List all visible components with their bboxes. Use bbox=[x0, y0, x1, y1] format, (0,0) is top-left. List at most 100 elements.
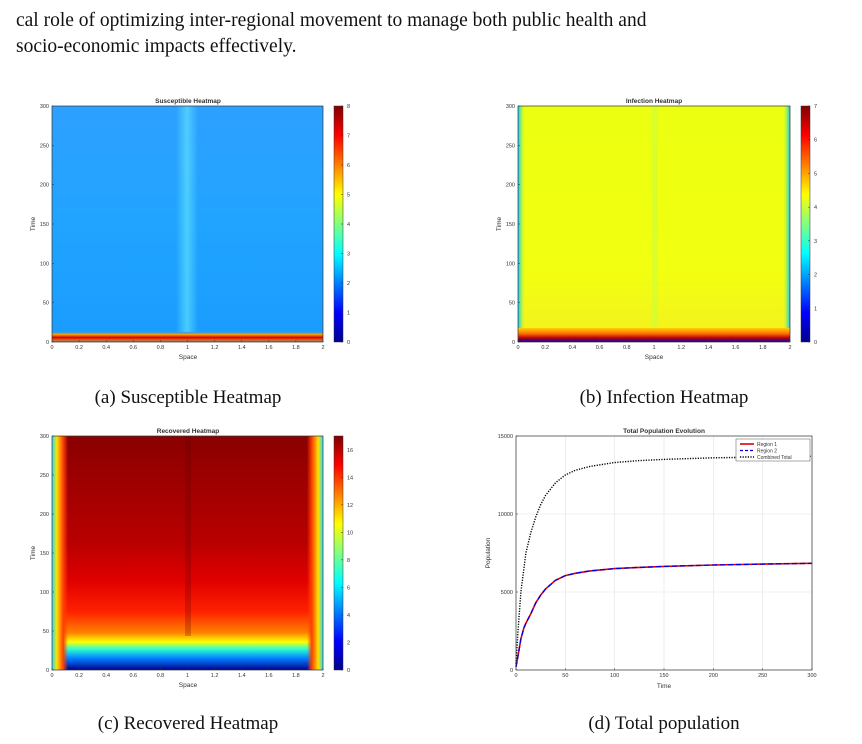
colorbar-tick-label: 2 bbox=[814, 273, 817, 279]
ticks-infection: 0 0.2 0.4 0.6 0.8 1 1.2 1.4 1.6 1.8 20501001502002… bbox=[506, 104, 817, 351]
colorbar-tick-label: 6 bbox=[347, 163, 350, 169]
y-tick-label: 0 bbox=[510, 668, 513, 674]
x-tick-label: 0.8 bbox=[157, 345, 165, 351]
x-tick-label: 1.4 bbox=[238, 673, 246, 679]
x-tick-label: 0.6 bbox=[596, 345, 604, 351]
colorbar-tick-label: 1 bbox=[347, 311, 350, 317]
x-tick-label: 1.6 bbox=[265, 673, 273, 679]
x-tick-label: 0.2 bbox=[75, 345, 83, 351]
colorbar-tick-label: 14 bbox=[347, 475, 353, 481]
colorbar-tick-label: 2 bbox=[347, 640, 350, 646]
left-edge bbox=[518, 106, 525, 342]
ticks-total: 0 50 100 150 200 250 300 0 5000 10000 15000 bbox=[498, 434, 817, 679]
caption-d: (d) Total population bbox=[588, 713, 740, 734]
x-tick-label: 0 bbox=[514, 673, 517, 679]
left-edge bbox=[52, 436, 68, 670]
x-tick-label: 1.2 bbox=[211, 345, 219, 351]
title-recovered: Recovered Heatmap bbox=[157, 428, 220, 435]
caption-c: (c) Recovered Heatmap bbox=[97, 713, 279, 734]
x-tick-label: 0.4 bbox=[102, 673, 110, 679]
x-tick-label: 1 bbox=[652, 345, 655, 351]
x-tick-label: 0.6 bbox=[129, 673, 137, 679]
x-tick-label: 0 bbox=[516, 345, 519, 351]
x-tick-label: 1.2 bbox=[211, 673, 219, 679]
panel-susceptible: Susceptible Heatmap Space Time 0 0.2 0.4 0.… bbox=[30, 98, 350, 361]
colorbar-tick-label: 3 bbox=[347, 252, 350, 258]
y-tick-label: 200 bbox=[40, 512, 49, 518]
series-line-2 bbox=[515, 562, 813, 668]
colorbar-tick-label: 3 bbox=[814, 239, 817, 245]
y-tick-label: 300 bbox=[506, 104, 515, 110]
x-tick-label: 1.2 bbox=[677, 345, 685, 351]
legend-label: Region 2 bbox=[757, 448, 777, 454]
legend-label: Combined Total bbox=[757, 455, 792, 461]
legend-label: Region 1 bbox=[757, 442, 777, 448]
colorbar-tick-label: 6 bbox=[814, 138, 817, 144]
ticks-recovered: 0 0.2 0.4 0.6 0.8 1 1.2 1.4 1.6 1.8 20501001502002… bbox=[40, 434, 353, 679]
right-edge bbox=[307, 436, 323, 670]
center-stripe bbox=[652, 106, 658, 332]
y-tick-label: 150 bbox=[40, 551, 49, 557]
colorbar-tick-label: 5 bbox=[814, 171, 817, 177]
colorbar-tick-label: 10 bbox=[347, 530, 353, 536]
panel-infection: Infection Heatmap Space Time 0 0.2 0.4 0.6 0… bbox=[496, 98, 817, 361]
x-tick-label: 0.2 bbox=[541, 345, 549, 351]
heatmap-recovered bbox=[52, 436, 323, 670]
y-tick-label: 150 bbox=[40, 222, 49, 228]
x-tick-label: 1.8 bbox=[292, 345, 300, 351]
y-tick-label: 150 bbox=[506, 222, 515, 228]
colorbar-tick-label: 4 bbox=[814, 205, 817, 211]
y-tick-label: 0 bbox=[46, 340, 49, 346]
colorbar-tick-label: 0 bbox=[814, 340, 817, 346]
xlabel-susceptible: Space bbox=[179, 354, 198, 361]
colorbar-tick-label: 2 bbox=[347, 281, 350, 287]
title-infection: Infection Heatmap bbox=[626, 98, 682, 105]
colorbar-tick-label: 4 bbox=[347, 613, 350, 619]
colorbar-tick-label: 6 bbox=[347, 585, 350, 591]
x-tick-label: 2 bbox=[321, 673, 324, 679]
x-tick-label: 0.8 bbox=[157, 673, 165, 679]
x-tick-label: 0.6 bbox=[129, 345, 137, 351]
ticks-susceptible: 0 0.2 0.4 0.6 0.8 1 1.2 1.4 1.6 1.8 20501001502002… bbox=[40, 104, 350, 351]
xlabel-recovered: Space bbox=[179, 682, 198, 689]
x-tick-label: 2 bbox=[321, 345, 324, 351]
x-tick-label: 1.8 bbox=[759, 345, 767, 351]
initial-band bbox=[518, 328, 790, 342]
y-tick-label: 10000 bbox=[498, 512, 513, 518]
y-tick-label: 50 bbox=[43, 301, 49, 307]
x-tick-label: 1.6 bbox=[265, 345, 273, 351]
panel-total-population: Total Population Evolution Time Populati… bbox=[485, 428, 817, 690]
intro-text: cal role of optimizing inter-regional mo… bbox=[16, 8, 846, 60]
ylabel-infection: Time bbox=[496, 217, 503, 232]
y-tick-label: 200 bbox=[40, 183, 49, 189]
ylabel-total: Population bbox=[485, 537, 492, 568]
x-tick-label: 0.2 bbox=[75, 673, 83, 679]
y-tick-label: 100 bbox=[40, 261, 49, 267]
y-tick-label: 50 bbox=[509, 301, 515, 307]
xlabel-total: Time bbox=[657, 683, 672, 690]
y-tick-label: 300 bbox=[40, 104, 49, 110]
x-tick-label: 250 bbox=[758, 673, 767, 679]
x-tick-label: 150 bbox=[659, 673, 668, 679]
x-tick-label: 1.4 bbox=[705, 345, 713, 351]
center-stripe bbox=[176, 106, 198, 336]
colorbar-tick-label: 16 bbox=[347, 448, 353, 454]
colorbar-tick-label: 7 bbox=[814, 104, 817, 110]
x-tick-label: 1 bbox=[186, 345, 189, 351]
colorbar-tick-label: 8 bbox=[347, 104, 350, 110]
y-tick-label: 50 bbox=[43, 629, 49, 635]
ylabel-susceptible: Time bbox=[30, 217, 37, 232]
center-stripe bbox=[185, 436, 191, 636]
colorbar-tick-label: 12 bbox=[347, 503, 353, 509]
caption-b: (b) Infection Heatmap bbox=[579, 387, 749, 408]
y-tick-label: 250 bbox=[506, 143, 515, 149]
title-total: Total Population Evolution bbox=[623, 428, 705, 435]
x-tick-label: 100 bbox=[610, 673, 619, 679]
x-tick-label: 1.8 bbox=[292, 673, 300, 679]
x-tick-label: 1 bbox=[186, 673, 189, 679]
colorbar-tick-label: 0 bbox=[347, 668, 350, 674]
colorbar-tick-label: 5 bbox=[347, 193, 350, 199]
x-tick-label: 0 bbox=[50, 673, 53, 679]
